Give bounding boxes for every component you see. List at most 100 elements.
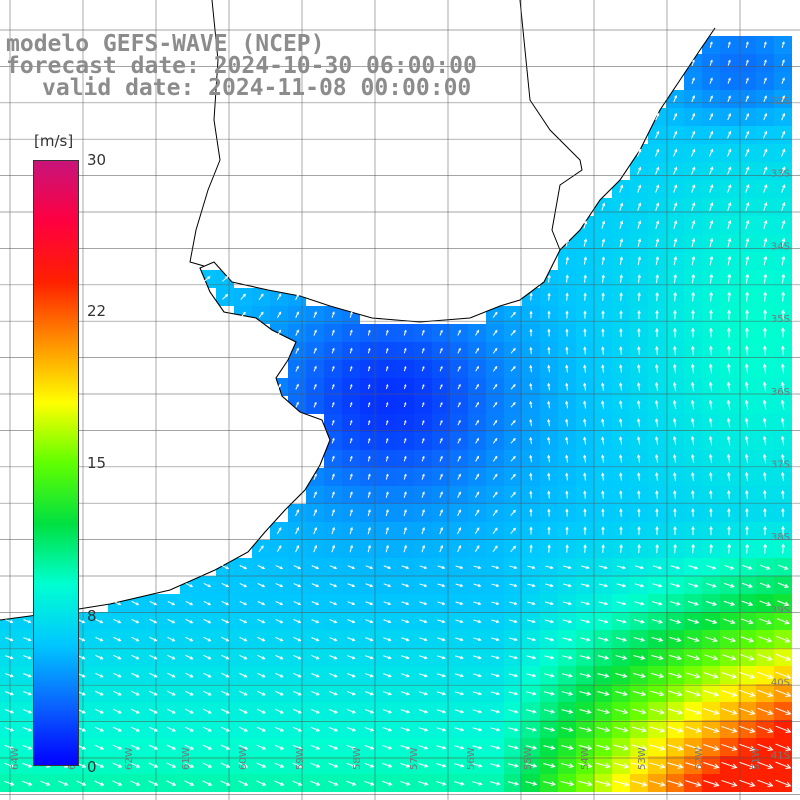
wind-arrow [492,365,498,372]
wind-arrow [220,744,231,750]
wind-arrow [763,255,768,266]
wind-arrow [655,256,660,266]
wind-arrow [436,763,447,768]
wind-arrow [474,527,480,535]
wind-arrow [547,328,551,337]
wind-arrow [313,473,317,480]
wind-arrow [690,435,695,446]
wind-arrow [562,637,573,642]
wind-arrow [473,601,482,606]
wind-arrow [703,708,720,715]
wind-arrow [475,383,479,390]
wind-arrow [579,691,592,696]
wind-arrow [543,727,556,732]
wind-arrow [331,383,335,390]
wind-arrow [673,255,678,266]
wind-arrow [94,690,104,696]
wind-arrow [601,526,605,535]
wind-arrow [403,402,407,408]
wind-arrow [527,565,536,570]
wind-arrow [166,708,176,714]
wind-arrow [544,691,555,696]
wind-arrow [691,95,695,103]
wind-arrow [491,619,500,624]
wind-arrow [185,654,194,660]
wind-arrow [709,95,713,103]
wind-arrow [23,655,32,660]
wind-arrow [274,780,285,786]
wind-arrow [601,328,605,337]
colorbar-tick-15: 15 [87,454,107,472]
wind-arrow [292,708,302,714]
wind-arrow [419,655,428,660]
wind-arrow [328,708,339,714]
wind-arrow [328,690,338,696]
wind-arrow [349,365,353,372]
wind-arrow [222,275,229,282]
wind-arrow [726,148,732,157]
wind-arrow [472,781,483,786]
wind-arrow [148,690,158,696]
wind-arrow [331,311,335,318]
wind-arrow [347,619,356,624]
wind-arrow [776,618,790,625]
wind-arrow [704,636,718,643]
wind-arrow [763,112,768,121]
wind-arrow [619,508,623,517]
wind-arrow [331,401,335,408]
wind-arrow [583,490,587,499]
wind-arrow [510,383,516,390]
wind-arrow [364,780,375,786]
wind-arrow [781,291,786,302]
wind-arrow [295,293,300,301]
wind-arrow [329,637,338,642]
wind-arrow [745,273,750,284]
wind-arrow [310,726,321,732]
wind-arrow [619,274,623,283]
wind-arrow [598,565,608,570]
colorbar-tick-8: 8 [87,607,97,625]
wind-arrow [543,763,556,768]
wind-arrow [547,454,551,463]
wind-arrow [654,363,659,374]
wind-arrow [510,491,516,498]
wind-arrow [613,744,629,751]
wind-arrow [490,673,500,678]
land-mask [0,0,716,621]
wind-arrow [112,780,123,786]
wind-arrow [651,636,664,642]
wind-arrow [473,583,482,588]
wind-arrow [690,399,695,410]
wind-arrow [400,709,411,714]
wind-arrow [507,763,519,768]
wind-arrow [583,526,587,535]
wind-arrow [256,708,266,714]
wind-arrow [311,654,320,660]
wind-arrow [418,691,429,696]
wind-arrow [529,346,533,355]
wind-arrow [547,508,551,517]
wind-arrow [256,762,267,768]
wind-arrow [112,690,122,696]
wind-arrow [708,345,713,356]
wind-arrow [331,347,335,354]
wind-arrow [655,490,659,499]
wind-arrow [454,673,464,678]
wind-arrow [685,726,702,733]
wind-arrow [346,708,357,714]
wind-arrow [400,780,411,786]
wind-arrow [741,618,754,625]
wind-arrow [562,601,573,606]
wind-arrow [601,508,605,517]
wind-arrow [527,601,536,606]
wind-arrow [580,583,590,588]
wind-arrow [457,509,462,517]
wind-arrow [221,654,230,660]
wind-arrow [275,565,284,570]
wind-arrow [385,365,389,372]
wind-arrow [276,545,282,553]
wind-arrow [421,383,425,390]
wind-arrow [763,273,768,284]
lat-label: 41S [771,750,790,761]
wind-arrow [367,419,371,426]
